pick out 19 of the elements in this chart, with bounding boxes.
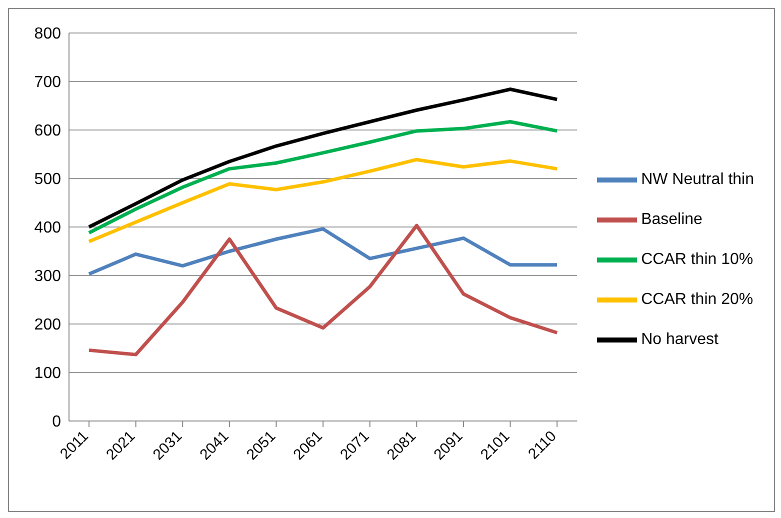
- y-tick-label: 700: [34, 74, 62, 92]
- y-tick-label: 300: [34, 268, 62, 286]
- line-series: [87, 158, 559, 244]
- legend-label: Baseline: [641, 211, 702, 228]
- line-series: [87, 120, 559, 235]
- legend-label: CCAR thin 20%: [641, 291, 754, 308]
- y-tick-label: 500: [34, 171, 62, 188]
- line-series: [87, 88, 559, 229]
- line-series: [87, 224, 559, 356]
- y-tick-label: 400: [34, 220, 62, 237]
- legend-label: No harvest: [641, 331, 718, 348]
- line-series: [87, 227, 559, 276]
- y-tick-label: 100: [34, 365, 62, 382]
- y-tick-label: 200: [34, 316, 62, 334]
- legend-label: CCAR thin 10%: [641, 251, 754, 268]
- legend-label: NW Neutral thin: [641, 171, 754, 188]
- y-tick-label: 600: [34, 122, 62, 140]
- y-tick-label: 800: [34, 26, 62, 43]
- y-tick-label: 0: [52, 414, 62, 431]
